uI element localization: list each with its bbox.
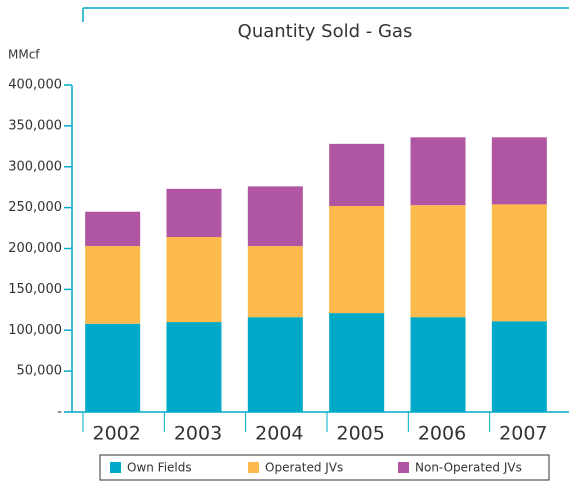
bar-segment — [247, 246, 303, 318]
bar-segment — [85, 211, 141, 247]
y-tick-label: 100,000 — [8, 323, 62, 338]
bar-segment — [491, 321, 547, 412]
bar-segment — [329, 205, 385, 314]
y-tick-label: 150,000 — [8, 282, 62, 297]
legend-swatch — [398, 462, 409, 473]
y-tick-label: 200,000 — [8, 241, 62, 256]
bar-segment — [247, 317, 303, 412]
bar-segment — [166, 188, 222, 238]
bar-segment — [491, 204, 547, 322]
bar-segment — [85, 323, 141, 412]
bar-segment — [85, 246, 141, 324]
legend-label: Operated JVs — [265, 461, 343, 475]
bar-segment — [329, 143, 385, 206]
x-tick-label: 2006 — [418, 423, 466, 445]
y-tick-label: - — [57, 405, 62, 420]
bar-segment — [166, 322, 222, 412]
legend-swatch — [248, 462, 259, 473]
x-tick-label: 2005 — [336, 423, 384, 445]
legend-label: Own Fields — [127, 461, 192, 475]
y-tick-label: 400,000 — [8, 78, 62, 93]
legend-box — [99, 454, 550, 481]
bar-segment — [410, 317, 466, 412]
x-tick-label: 2003 — [174, 423, 222, 445]
bar-segment — [166, 237, 222, 323]
x-tick-label: 2002 — [92, 423, 140, 445]
bar-segment — [329, 313, 385, 412]
y-tick-label: 300,000 — [8, 159, 62, 174]
bar-segment — [491, 137, 547, 205]
chart-title: Quantity Sold - Gas — [238, 21, 413, 42]
y-tick-label: 250,000 — [8, 200, 62, 215]
bar-segment — [410, 137, 466, 206]
bar-segment — [410, 205, 466, 318]
x-tick-label: 2004 — [255, 423, 303, 445]
y-tick-label: 350,000 — [8, 118, 62, 133]
y-axis-label: MMcf — [8, 48, 40, 62]
bar-segment — [247, 186, 303, 247]
y-tick-label: 50,000 — [17, 364, 63, 379]
legend-swatch — [110, 462, 121, 473]
x-tick-label: 2007 — [499, 423, 547, 445]
legend-label: Non-Operated JVs — [415, 461, 522, 475]
